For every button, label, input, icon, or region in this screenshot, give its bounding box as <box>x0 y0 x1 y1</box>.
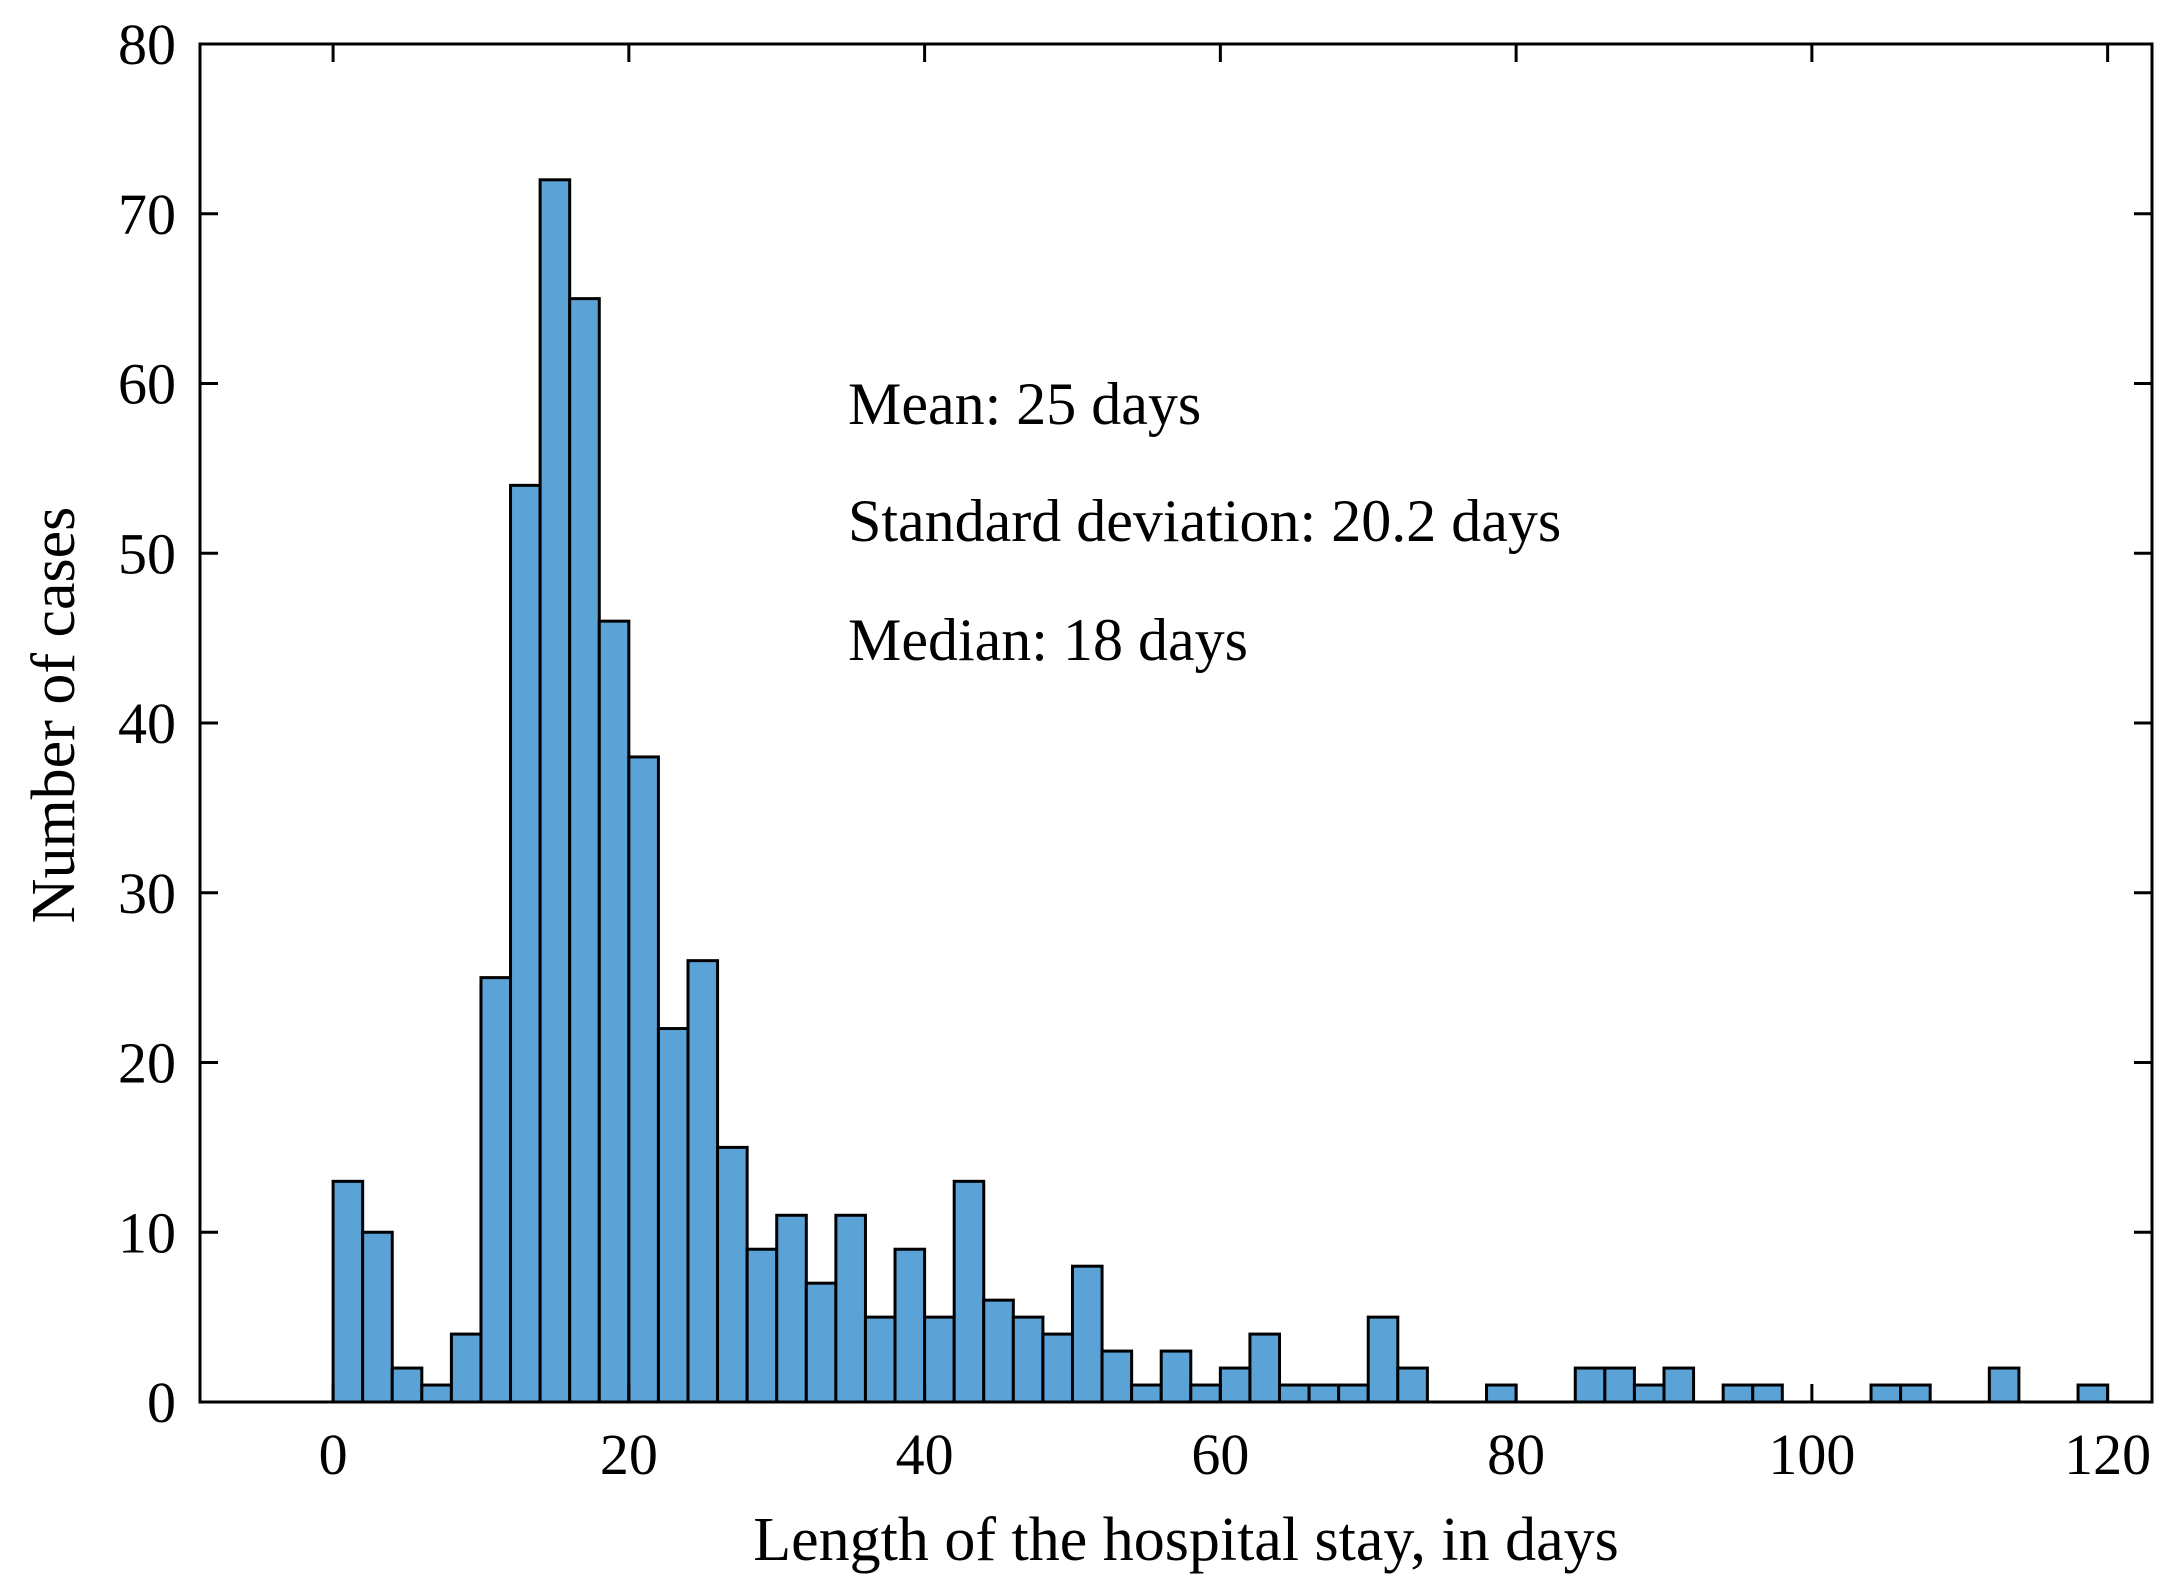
histogram-bar <box>1130 1383 1163 1404</box>
y-tick-label: 40 <box>118 691 176 756</box>
histogram-bar <box>1751 1383 1784 1404</box>
histogram-bar <box>923 1315 956 1404</box>
x-tick-label: 20 <box>600 1422 658 1487</box>
histogram-bar <box>834 1213 867 1404</box>
histogram-bar <box>1632 1383 1666 1404</box>
histogram-bar <box>597 619 631 1404</box>
y-tick-label: 70 <box>118 182 176 247</box>
histogram-bar <box>1041 1332 1074 1404</box>
histogram-bar <box>1662 1366 1696 1404</box>
y-tick-labels: 0 10 20 30 40 50 60 70 80 <box>118 12 176 1435</box>
y-axis-title: Number of cases <box>20 507 88 924</box>
y-tick-label: 0 <box>147 1370 176 1435</box>
histogram-bar <box>449 1332 483 1404</box>
histogram-bar <box>1189 1383 1222 1404</box>
histogram-bar <box>656 1027 690 1404</box>
histogram-bar <box>686 959 720 1404</box>
y-tick-label: 80 <box>118 12 176 77</box>
x-axis-title: Length of the hospital stay, in days <box>753 1506 1619 1574</box>
histogram-bar <box>1337 1383 1370 1404</box>
histogram-bar <box>1869 1383 1903 1404</box>
y-tick-label: 60 <box>118 352 176 417</box>
x-tick-label: 40 <box>896 1422 954 1487</box>
histogram-bar <box>479 976 513 1404</box>
histogram-bar <box>420 1383 453 1404</box>
histogram-bar <box>361 1230 394 1404</box>
histogram-bar <box>804 1281 838 1404</box>
histogram-bar <box>1603 1366 1636 1404</box>
x-tick-label: 60 <box>1191 1422 1249 1487</box>
y-tick-label: 50 <box>118 521 176 586</box>
histogram-bar <box>1248 1332 1282 1404</box>
histogram-bar <box>952 1179 986 1404</box>
histogram-bar <box>2076 1383 2110 1404</box>
annotation-median: Median: 18 days <box>848 607 1248 673</box>
y-tick-label: 10 <box>118 1200 176 1265</box>
histogram-bar <box>863 1315 897 1404</box>
histogram-bar <box>1011 1315 1045 1404</box>
histogram-bar <box>1278 1383 1311 1404</box>
y-tick-label: 20 <box>118 1031 176 1096</box>
annotation-mean: Mean: 25 days <box>848 371 1201 437</box>
histogram-bar <box>1070 1264 1104 1404</box>
histogram-bar <box>745 1247 779 1404</box>
histogram-bar <box>331 1179 365 1404</box>
x-tick-label: 100 <box>1768 1422 1855 1487</box>
histogram-bar <box>1573 1366 1607 1404</box>
histogram-bar <box>538 178 572 1404</box>
x-tick-label: 0 <box>319 1422 348 1487</box>
histogram-bar <box>1218 1366 1252 1404</box>
histogram-bar <box>716 1145 749 1404</box>
x-tick-label: 120 <box>2064 1422 2151 1487</box>
histogram-bar <box>1721 1383 1755 1404</box>
histogram-bar <box>775 1213 808 1404</box>
x-tick-labels: 0 20 40 60 80 100 120 <box>319 1422 2152 1487</box>
histogram-bar <box>627 755 660 1404</box>
histogram-bar <box>893 1247 927 1404</box>
histogram-bar <box>1396 1366 1429 1404</box>
histogram-bar <box>1307 1383 1341 1404</box>
histogram-bar <box>1159 1349 1193 1404</box>
bars-group <box>331 178 2110 1404</box>
x-tick-label: 80 <box>1487 1422 1545 1487</box>
histogram-bar <box>390 1366 424 1404</box>
histogram-bar <box>1485 1383 1518 1404</box>
histogram-bar <box>1100 1349 1134 1404</box>
histogram-bar <box>1899 1383 1932 1404</box>
histogram-bar <box>509 483 542 1404</box>
ticks-group <box>200 42 2152 1404</box>
histogram-bar <box>568 297 601 1404</box>
y-tick-label: 30 <box>118 861 176 926</box>
histogram-bar <box>982 1298 1015 1404</box>
histogram-bar <box>1987 1366 2021 1404</box>
annotation-std-dev: Standard deviation: 20.2 days <box>848 488 1561 554</box>
histogram-bar <box>1366 1315 1400 1404</box>
